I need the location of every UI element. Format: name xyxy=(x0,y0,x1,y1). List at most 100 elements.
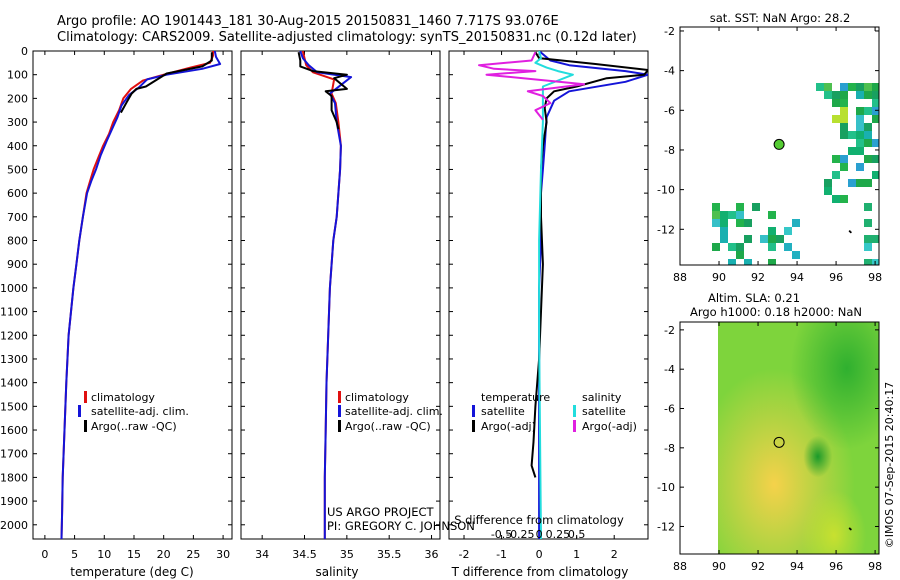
sst-cell xyxy=(832,171,840,179)
sst-cell xyxy=(864,155,872,163)
series-line-climatology xyxy=(301,51,342,539)
sst-cell xyxy=(752,203,760,211)
sst-cell xyxy=(720,227,728,235)
depth-tick-label: 400 xyxy=(7,140,28,153)
legend-label-satellite: satellite-adj. clim. xyxy=(91,405,189,418)
sst-cell xyxy=(744,235,752,243)
sst-cell xyxy=(864,91,872,99)
sla-map-title: Altim. SLA: 0.21 xyxy=(708,291,800,305)
depth-tick-label: 1000 xyxy=(0,282,28,295)
imos-credit: ©IMOS 07-Sep-2015 20:40:17 xyxy=(883,382,896,548)
series-line-argo-raw-qc- xyxy=(297,51,348,130)
sst-cell xyxy=(856,147,864,155)
depth-tick-label: 1300 xyxy=(0,353,28,366)
map-x-tick-label: 96 xyxy=(829,271,843,284)
series-line-satellite-adj-clim- xyxy=(60,51,222,539)
map-x-tick-label: 94 xyxy=(790,271,804,284)
depth-tick-label: 1400 xyxy=(0,377,28,390)
depth-tick-label: 1500 xyxy=(0,400,28,413)
depth-tick-label: 300 xyxy=(7,116,28,129)
x-tick-label: 30 xyxy=(216,548,230,561)
legend-swatch-satellite xyxy=(78,405,81,417)
legend-label-t-argo: Argo(-adj) xyxy=(481,420,536,433)
sst-cell xyxy=(840,91,848,99)
sst-cell xyxy=(744,219,752,227)
x-tick-label: 10 xyxy=(97,548,111,561)
sst-cell xyxy=(856,107,864,115)
x-tick-label: 36 xyxy=(425,548,439,561)
sst-cell xyxy=(840,131,848,139)
sst-cell xyxy=(864,123,872,131)
map-x-tick-label: 88 xyxy=(673,560,687,573)
sla-map-ticks: 88 90 92 94 96 98 -2 -4 -6 -8 -10 -12 xyxy=(657,322,882,573)
sst-cell xyxy=(736,203,744,211)
x-tick-label: 35.5 xyxy=(377,548,402,561)
sst-cell xyxy=(728,211,736,219)
map-y-tick-label: -10 xyxy=(657,481,675,494)
sst-cell xyxy=(832,99,840,107)
salinity-lines xyxy=(297,51,353,539)
sst-cell xyxy=(864,131,872,139)
x-tick-label: 5 xyxy=(71,548,78,561)
depth-tick-label: 1700 xyxy=(0,448,28,461)
figure-title-line2: Climatology: CARS2009. Satellite-adjuste… xyxy=(57,30,637,45)
difference-x-ticks: -2 -1 0 1 2 xyxy=(449,50,648,561)
sst-cell xyxy=(760,235,768,243)
sst-cell xyxy=(784,243,792,251)
temperature-lines xyxy=(60,51,222,539)
legend-temperature-heading: temperature xyxy=(481,391,550,404)
map-y-tick-label: -8 xyxy=(664,442,675,455)
depth-tick-label: 1600 xyxy=(0,424,28,437)
argo-float-marker xyxy=(773,436,785,448)
sst-cell xyxy=(864,179,872,187)
map-y-tick-label: -12 xyxy=(657,520,675,533)
x-tick-label: -1 xyxy=(496,548,507,561)
s-tick-label: 0.25 xyxy=(546,528,571,541)
sst-cell xyxy=(872,91,879,99)
s-tick-label: 0.5 xyxy=(568,528,586,541)
map-x-tick-label: 90 xyxy=(712,560,726,573)
sst-cell xyxy=(856,91,864,99)
legend-swatch-t-satellite xyxy=(472,405,475,417)
sst-cell xyxy=(864,139,872,147)
sst-cell xyxy=(784,227,792,235)
depth-tick-label: 1900 xyxy=(0,495,28,508)
sst-cell xyxy=(816,83,824,91)
x-tick-label: 20 xyxy=(157,548,171,561)
sst-cell xyxy=(840,115,848,123)
legend-swatch-t-argo xyxy=(472,420,475,432)
x-tick-label: 34.5 xyxy=(292,548,317,561)
map-y-tick-label: -6 xyxy=(664,104,675,117)
sst-cell xyxy=(856,123,864,131)
sst-cell xyxy=(872,83,879,91)
series-line-salinity-argo-adj- xyxy=(478,51,586,121)
map-y-tick-label: -12 xyxy=(657,223,675,236)
sst-cell xyxy=(864,203,872,211)
sst-map-box xyxy=(679,26,880,266)
salinity-xlabel: salinity xyxy=(315,565,358,579)
sst-cell xyxy=(872,171,879,179)
sst-cell xyxy=(864,259,872,265)
sst-cell xyxy=(712,203,720,211)
sst-cell xyxy=(728,243,736,251)
x-tick-label: -2 xyxy=(459,548,470,561)
x-tick-label: 34 xyxy=(255,548,269,561)
legend-swatch-argo xyxy=(338,420,341,432)
map-y-tick-label: -4 xyxy=(664,65,675,78)
legend-swatch-satellite xyxy=(338,405,341,417)
temperature-legend: climatology satellite-adj. clim. Argo(..… xyxy=(78,391,189,433)
sst-cell xyxy=(840,123,848,131)
depth-tick-label: 100 xyxy=(7,69,28,82)
depth-tick-label: 900 xyxy=(7,258,28,271)
track-dot xyxy=(849,231,852,234)
x-tick-label: 15 xyxy=(127,548,141,561)
legend-label-argo: Argo(..raw -QC) xyxy=(91,420,177,433)
argo-float-marker xyxy=(773,138,785,150)
map-x-tick-label: 98 xyxy=(868,271,882,284)
difference-panel: -2 -1 0 1 2 S difference from climatology -0… xyxy=(448,50,649,579)
x-tick-label: 25 xyxy=(186,548,200,561)
map-x-tick-label: 90 xyxy=(712,271,726,284)
s-difference-xlabel: S difference from climatology xyxy=(454,513,624,527)
t-difference-xlabel: T difference from climatology xyxy=(451,565,629,579)
sst-cell xyxy=(768,211,776,219)
